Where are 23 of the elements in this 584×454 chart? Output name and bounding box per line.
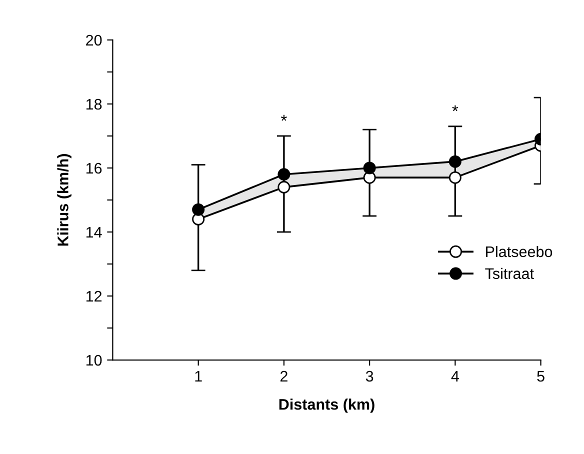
point: [192, 203, 205, 216]
x-tick-label: 2: [280, 370, 288, 382]
point: [363, 162, 376, 174]
y-tick-label: 10: [86, 354, 102, 366]
point: [448, 171, 462, 184]
point: [448, 155, 462, 168]
x-tick-label: 3: [366, 370, 374, 382]
y-tick-label: 16: [86, 162, 102, 174]
legend-label: Tsitraat: [485, 268, 534, 280]
x-tick-label: 4: [451, 371, 459, 382]
point: [278, 168, 290, 181]
point: [278, 180, 290, 194]
y-tick-label: 18: [86, 98, 102, 110]
y-tick-label: 12: [86, 290, 102, 302]
y-tick-label: 14: [86, 227, 102, 238]
y-tick-label: 20: [86, 34, 102, 46]
x-tick-label: 5: [537, 371, 544, 382]
x-axis-title: Distants (km): [279, 398, 374, 413]
legend-label: Platseebo: [486, 246, 552, 258]
annotation: *: [280, 114, 287, 121]
annotation: *: [452, 105, 458, 112]
x-tick-label: 1: [195, 371, 202, 382]
y-axis-title: Kiirus (km/h): [57, 154, 72, 246]
